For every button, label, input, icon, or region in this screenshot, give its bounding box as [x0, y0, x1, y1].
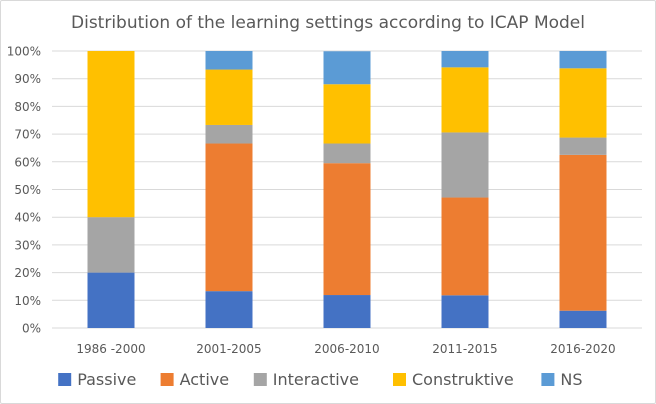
legend-label: Passive: [77, 370, 136, 389]
legend-label: Active: [180, 370, 230, 389]
y-tick-label: 40%: [14, 211, 41, 225]
bars: [87, 51, 607, 328]
bar-segment-construktive: [323, 84, 371, 144]
bar-segment-construktive: [87, 51, 135, 218]
bar-segment-passive: [323, 295, 371, 328]
y-tick-label: 60%: [14, 155, 41, 169]
bar-segment-construktive: [205, 69, 253, 125]
y-tick-label: 100%: [7, 45, 41, 59]
bar-segment-passive: [87, 272, 135, 328]
legend-label: Construktive: [412, 370, 514, 389]
bar-segment-interactive: [441, 132, 489, 198]
legend-swatch-ns: [541, 373, 555, 386]
legend-swatch-passive: [58, 373, 72, 386]
bar-segment-active: [323, 163, 371, 296]
x-tick-label: 1986 -2000: [76, 342, 145, 356]
legend-swatch-construktive: [393, 373, 406, 386]
legend-label: NS: [560, 370, 582, 389]
chart-title: Distribution of the learning settings ac…: [71, 13, 585, 33]
bar-segment-ns: [323, 51, 371, 85]
bar-segment-construktive: [441, 67, 489, 133]
bar-segment-interactive: [323, 143, 371, 164]
y-tick-label: 80%: [14, 100, 41, 114]
y-tick-label: 20%: [14, 266, 41, 280]
bar-segment-passive: [205, 291, 253, 328]
bar-segment-passive: [441, 295, 489, 328]
bar-segment-active: [205, 143, 253, 292]
y-tick-label: 30%: [14, 238, 41, 252]
legend-swatch-active: [160, 373, 174, 386]
bar-segment-active: [559, 154, 607, 311]
bar-segment-interactive: [205, 124, 253, 144]
bar-segment-interactive: [559, 137, 607, 155]
bar-segment-ns: [441, 51, 489, 68]
x-tick-label: 2006-2010: [314, 342, 379, 356]
y-tick-label: 90%: [14, 72, 41, 86]
bar-segment-construktive: [559, 68, 607, 138]
x-tick-label: 2016-2020: [550, 342, 615, 356]
y-tick-label: 50%: [14, 183, 41, 197]
legend-label: Interactive: [273, 370, 359, 389]
y-axis-ticks: 0% 10% 20% 30% 40% 50% 60% 70% 80% 90% 100%: [7, 45, 41, 336]
legend: Passive Active Interactive Construktive NS: [58, 370, 583, 389]
x-axis-ticks: 1986 -2000 2001-2005 2006-2010 2011-2015 201…: [76, 342, 615, 356]
y-tick-label: 0%: [22, 322, 41, 336]
bar-segment-active: [441, 197, 489, 296]
x-tick-label: 2001-2005: [196, 342, 261, 356]
bar-segment-passive: [559, 310, 607, 328]
bar-segment-ns: [559, 51, 607, 69]
bar-segment-ns: [205, 51, 253, 70]
x-tick-label: 2011-2015: [432, 342, 497, 356]
y-tick-label: 70%: [14, 128, 41, 142]
bar-segment-interactive: [87, 217, 135, 273]
legend-swatch-interactive: [253, 373, 267, 386]
y-tick-label: 10%: [14, 294, 41, 308]
